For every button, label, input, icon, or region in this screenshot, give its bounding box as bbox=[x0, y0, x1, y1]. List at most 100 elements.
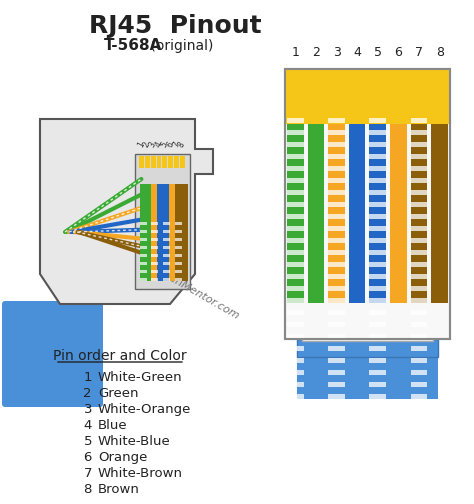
Bar bbox=[287, 478, 304, 483]
Bar bbox=[328, 334, 345, 339]
Bar bbox=[287, 369, 304, 375]
Bar bbox=[370, 262, 386, 267]
Bar bbox=[287, 334, 304, 339]
Bar bbox=[287, 297, 304, 303]
Bar bbox=[328, 442, 345, 447]
Bar bbox=[151, 184, 158, 281]
Text: 5: 5 bbox=[374, 46, 382, 59]
Bar bbox=[411, 249, 428, 255]
Text: TheTechMentor.com: TheTechMentor.com bbox=[139, 257, 241, 321]
Bar bbox=[139, 156, 144, 168]
Text: 1: 1 bbox=[136, 141, 146, 149]
Text: White-Blue: White-Blue bbox=[98, 435, 171, 448]
Bar bbox=[370, 177, 386, 183]
Text: 3: 3 bbox=[333, 46, 340, 59]
Bar bbox=[370, 358, 386, 363]
Bar bbox=[139, 262, 146, 265]
Bar bbox=[370, 334, 386, 339]
Bar bbox=[411, 130, 428, 135]
Bar bbox=[163, 184, 170, 281]
Text: Brown: Brown bbox=[98, 483, 140, 496]
Text: T-568A: T-568A bbox=[104, 38, 162, 53]
Bar bbox=[390, 124, 407, 303]
Bar bbox=[163, 270, 170, 273]
Bar bbox=[146, 184, 153, 281]
Bar bbox=[328, 249, 345, 255]
Bar bbox=[287, 202, 304, 207]
Text: 4: 4 bbox=[83, 419, 92, 432]
Bar bbox=[285, 69, 450, 124]
Bar bbox=[411, 322, 428, 327]
Bar bbox=[411, 226, 428, 231]
Bar bbox=[139, 230, 146, 233]
Bar bbox=[287, 489, 304, 495]
Bar bbox=[370, 406, 386, 411]
Bar bbox=[175, 222, 182, 225]
Bar bbox=[139, 278, 146, 281]
Bar bbox=[287, 442, 304, 447]
Bar bbox=[151, 246, 158, 249]
Text: Blue: Blue bbox=[98, 419, 128, 432]
Bar bbox=[328, 418, 345, 423]
Bar bbox=[151, 254, 158, 257]
Bar bbox=[151, 270, 158, 273]
Bar bbox=[370, 369, 386, 375]
Bar bbox=[411, 489, 428, 495]
Bar bbox=[370, 226, 386, 231]
Bar bbox=[328, 202, 345, 207]
Text: Orange: Orange bbox=[98, 451, 147, 464]
Text: White-Brown: White-Brown bbox=[98, 467, 183, 480]
Bar bbox=[169, 184, 176, 281]
Bar bbox=[328, 124, 345, 303]
Text: Green: Green bbox=[98, 387, 138, 400]
Bar bbox=[328, 358, 345, 363]
Bar bbox=[328, 406, 345, 411]
Bar bbox=[370, 214, 386, 219]
Bar bbox=[328, 466, 345, 471]
Bar bbox=[175, 238, 182, 241]
Bar bbox=[411, 334, 428, 339]
Bar bbox=[370, 249, 386, 255]
Bar bbox=[370, 382, 386, 387]
Bar bbox=[370, 489, 386, 495]
Bar bbox=[297, 339, 438, 357]
Bar bbox=[328, 166, 345, 171]
Bar bbox=[151, 156, 155, 168]
Bar bbox=[411, 124, 428, 303]
Bar bbox=[328, 322, 345, 327]
Bar bbox=[411, 142, 428, 147]
Bar bbox=[175, 230, 182, 233]
Bar bbox=[411, 177, 428, 183]
Bar bbox=[411, 382, 428, 387]
Polygon shape bbox=[40, 119, 213, 304]
Bar bbox=[139, 238, 146, 241]
Text: 4: 4 bbox=[353, 46, 361, 59]
Bar bbox=[411, 309, 428, 315]
Text: Pin order and Color: Pin order and Color bbox=[53, 349, 187, 363]
Bar bbox=[370, 429, 386, 435]
Text: 6: 6 bbox=[394, 46, 402, 59]
Bar bbox=[175, 278, 182, 281]
Bar bbox=[163, 254, 170, 257]
Bar bbox=[370, 466, 386, 471]
Bar bbox=[328, 454, 345, 459]
Bar bbox=[181, 184, 188, 281]
Bar bbox=[370, 309, 386, 315]
Bar bbox=[287, 237, 304, 243]
Bar bbox=[328, 274, 345, 279]
Bar bbox=[370, 117, 386, 123]
Bar bbox=[328, 177, 345, 183]
Bar bbox=[163, 246, 170, 249]
Bar bbox=[411, 346, 428, 351]
Bar bbox=[328, 214, 345, 219]
Bar bbox=[328, 130, 345, 135]
Bar bbox=[163, 238, 170, 241]
Text: 2: 2 bbox=[83, 387, 92, 400]
Bar bbox=[370, 274, 386, 279]
Bar bbox=[308, 124, 324, 303]
Bar bbox=[411, 394, 428, 399]
Bar bbox=[328, 346, 345, 351]
Text: (original): (original) bbox=[146, 39, 214, 53]
Bar bbox=[411, 297, 428, 303]
Bar bbox=[175, 254, 182, 257]
